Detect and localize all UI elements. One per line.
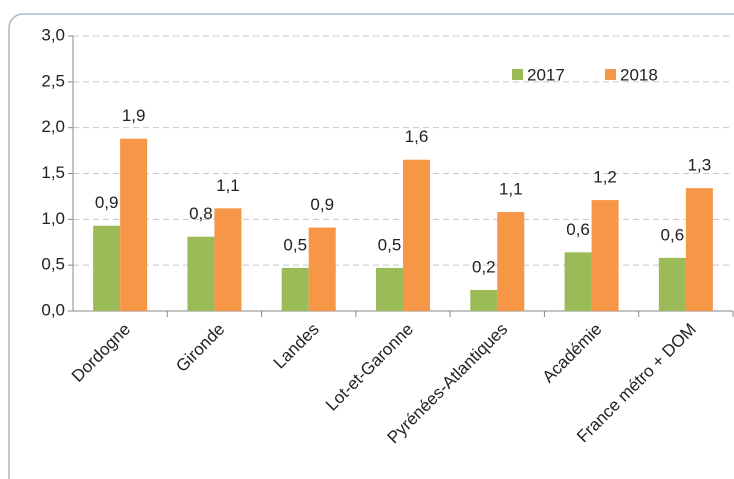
bar [685, 188, 713, 311]
y-tick-label: 1,0 [41, 209, 65, 228]
legend-label: 2018 [620, 65, 658, 84]
value-label: 1,3 [688, 156, 712, 175]
bar [93, 225, 121, 311]
value-label: 0,5 [378, 235, 402, 254]
bar [564, 252, 592, 311]
value-label: 1,2 [593, 168, 617, 187]
x-tick-label: Académie [539, 320, 606, 387]
y-tick-label: 3,0 [41, 25, 65, 44]
legend-swatch [512, 69, 523, 80]
value-label: 1,1 [216, 176, 240, 195]
bar [308, 227, 336, 311]
x-tick-label: Dordogne [68, 320, 134, 386]
bar [376, 267, 403, 311]
x-tick-label: Lot-et-Garonne [322, 320, 417, 415]
value-label: 0,8 [189, 204, 213, 223]
value-label: 0,6 [566, 220, 590, 239]
value-label: 1,9 [122, 106, 146, 125]
y-tick-label: 2,0 [41, 117, 65, 136]
x-tick-label: Gironde [172, 320, 228, 376]
bar [120, 138, 148, 311]
value-label: 0,9 [95, 193, 119, 212]
bar [403, 159, 430, 311]
value-label: 0,5 [283, 235, 307, 254]
value-label: 1,1 [499, 179, 523, 198]
value-label: 0,9 [310, 195, 334, 214]
bar [658, 257, 686, 311]
y-tick-label: 0,0 [41, 300, 65, 319]
legend-swatch [605, 69, 616, 80]
chart-frame [8, 13, 734, 479]
value-label: 1,6 [405, 127, 429, 146]
bar [591, 200, 619, 311]
y-tick-label: 1,5 [41, 163, 65, 182]
legend-label: 2017 [527, 65, 565, 84]
bar [187, 236, 215, 311]
bar [214, 208, 242, 311]
value-label: 0,6 [661, 225, 685, 244]
y-tick-label: 0,5 [41, 255, 65, 274]
bar [470, 289, 498, 311]
bar [281, 267, 309, 311]
bar [497, 212, 525, 311]
y-tick-label: 2,5 [41, 71, 65, 90]
value-label: 0,2 [472, 257, 496, 276]
x-tick-label: Landes [270, 320, 323, 373]
